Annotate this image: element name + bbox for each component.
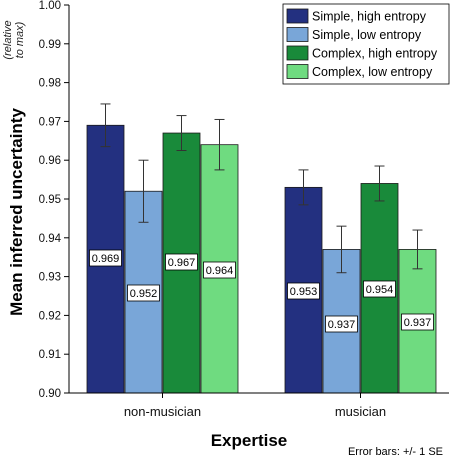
data-label: 0.969: [92, 253, 120, 265]
data-label-box: [287, 282, 320, 300]
data-label: 0.967: [168, 257, 196, 269]
data-label-box: [89, 249, 122, 267]
y-tick-label: 0.92: [39, 310, 61, 322]
y-tick-label: 1.00: [39, 0, 61, 12]
data-label-box: [401, 313, 434, 331]
x-tick-label: non-musician: [124, 404, 201, 419]
y-axis-subtitle: (relativeto max): [2, 20, 26, 59]
data-label-box: [203, 261, 236, 279]
legend: Simple, high entropy Simple, low entropy C…: [282, 3, 450, 85]
x-axis: non-musician musician: [69, 392, 449, 419]
legend-swatch: [286, 8, 309, 24]
data-label: 0.937: [404, 317, 432, 329]
y-tick-label: 0.93: [39, 272, 61, 284]
data-label-box: [165, 253, 198, 271]
y-tick-label: 0.91: [39, 349, 61, 361]
y-tick-label: 0.90: [39, 388, 61, 400]
legend-label: Simple, high entropy: [312, 10, 427, 24]
legend-label: Complex, high entropy: [312, 47, 438, 61]
y-tick-label: 0.95: [39, 194, 61, 206]
x-axis-title: Expertise: [211, 431, 288, 450]
data-label-box: [127, 284, 160, 302]
data-label-box: [325, 315, 358, 333]
y-tick-label: 0.98: [39, 78, 61, 90]
y-tick-label: 0.97: [39, 116, 61, 128]
data-label-box: [363, 280, 396, 298]
legend-box: [282, 3, 450, 85]
legend-label: Complex, low entropy: [312, 65, 433, 79]
error-bars-note: Error bars: +/- 1 SE: [348, 446, 443, 458]
y-axis-title: Mean inferred uncertainty: [7, 108, 26, 316]
y-tick-label: 0.99: [39, 39, 61, 51]
y-tick-label: 0.94: [39, 233, 62, 245]
data-label: 0.954: [366, 284, 394, 296]
y-axis: 0.90 0.91 0.92 0.93 0.94 0.95 0.96 0.97 0.98 0.99…: [39, 0, 70, 400]
y-tick-label: 0.96: [39, 155, 61, 167]
legend-label: Simple, low entropy: [312, 28, 422, 42]
data-label: 0.953: [290, 286, 318, 298]
x-tick-label: musician: [335, 404, 386, 419]
data-label: 0.964: [206, 265, 234, 277]
data-label: 0.937: [328, 319, 356, 331]
error-bars: [100, 103, 423, 274]
data-label: 0.952: [130, 288, 158, 300]
legend-swatch: [286, 45, 309, 61]
legend-swatch: [286, 27, 309, 42]
data-labels: 0.969 0.952 0.967 0.964 0.953 0.937 0.954 0.937: [89, 249, 434, 333]
legend-swatch: [286, 64, 309, 79]
